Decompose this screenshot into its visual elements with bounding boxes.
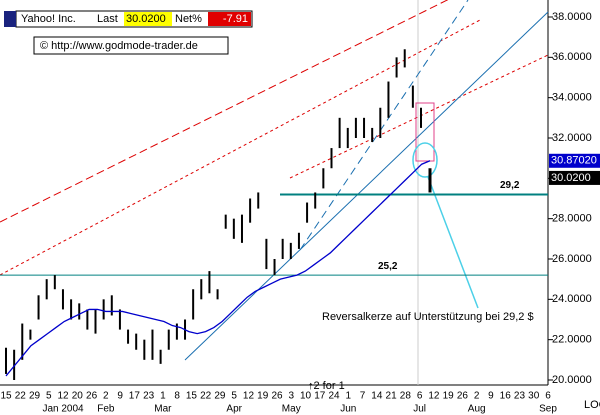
price-tag-label: 30.0200 [551,172,591,184]
x-tick-label: 19 [257,391,269,402]
month-label: Apr [226,404,242,415]
price-tag [549,170,600,185]
x-tick-label: 2 [474,391,480,402]
x-tick-label: 15 [186,391,198,402]
highlight-circle [412,142,438,178]
x-tick-label: 22 [15,391,27,402]
x-tick-label: 12 [243,391,255,402]
y-tick-label: 32.0000 [552,132,592,144]
x-tick-label: 12 [57,391,69,402]
net-value: -7.91 [223,13,248,25]
month-label: Sep [539,404,557,415]
month-label: Aug [468,404,486,415]
x-tick-label: 17 [129,391,141,402]
last-bg [124,12,172,26]
trendline [0,19,481,276]
trendlines [0,0,549,361]
net-label: Net% [175,13,202,25]
moving-average [5,160,431,377]
x-tick-label: 23 [143,391,155,402]
x-tick-label: 9 [488,391,494,402]
x-tick-label: 3 [288,391,294,402]
x-tick-label: 24 [328,391,340,402]
month-label: Mar [154,404,172,415]
x-tick-label: 8 [174,391,180,402]
x-tick-label: 6 [545,391,551,402]
price-tag [549,153,600,168]
y-tick-label: 34.0000 [552,92,592,104]
copyright-box [33,36,229,55]
support-label: 29,2 [500,180,520,191]
x-tick-label: 5 [231,391,237,402]
x-tick-label: 26 [457,391,469,402]
x-tick-label: 17 [314,391,326,402]
y-tick-label: 28.0000 [552,213,592,225]
trendline [299,0,469,251]
x-tick-label: 1 [346,391,352,402]
x-tick-label: 22 [200,391,212,402]
month-label: Feb [97,404,115,415]
x-tick-label: 20 [72,391,84,402]
price-tag-label: 30.87020 [551,155,597,167]
highlight-box [415,102,435,162]
x-tick-label: 21 [386,391,398,402]
header-icon [4,11,16,27]
x-tick-label: 29 [29,391,41,402]
y-tick-label: 24.0000 [552,293,592,305]
x-tick-label: 28 [400,391,412,402]
x-tick-label: 14 [371,391,383,402]
net-bg [208,12,251,26]
last-label: Last [97,13,118,25]
trendline [184,11,549,361]
annotation: Reversalkerze auf Unterstützung bei 29,2… [322,311,534,323]
x-tick-label: 10 [300,391,312,402]
x-tick-label: 29 [214,391,226,402]
month-label: May [282,404,301,415]
y-tick-label: 20.0000 [552,374,592,386]
x-tick-label: 9 [117,391,123,402]
trendline [0,0,449,223]
month-label: Jun [340,404,356,415]
x-tick-label: 30 [528,391,540,402]
x-tick-label: 23 [514,391,526,402]
y-tick-label: 22.0000 [552,334,592,346]
x-tick-label: 6 [417,391,423,402]
log-label: LOG [584,399,600,411]
x-tick-label: 2 [103,391,109,402]
last-value: 30.0200 [126,13,166,25]
y-tick-label: 26.0000 [552,253,592,265]
x-tick-label: 26 [271,391,283,402]
support-label: 25,2 [378,261,398,272]
y-tick-label: 36.0000 [552,51,592,63]
x-tick-label: 26 [86,391,98,402]
month-label: Jul [413,404,426,415]
copyright: © http://www.godmode-trader.de [40,40,198,52]
x-tick-label: 7 [360,391,366,402]
x-tick-label: 1 [160,391,166,402]
x-tick-label: 12 [428,391,440,402]
split-note: ↑2 for 1 [308,380,345,392]
x-tick-label: 5 [46,391,52,402]
x-tick-label: 15 [0,391,12,402]
pointer [427,176,479,309]
ticker: Yahoo! Inc. [21,13,76,25]
x-tick-label: 16 [500,391,512,402]
y-tick-label: 38.0000 [552,11,592,23]
x-tick-label: 19 [443,391,455,402]
month-label: Jan 2004 [42,404,84,415]
